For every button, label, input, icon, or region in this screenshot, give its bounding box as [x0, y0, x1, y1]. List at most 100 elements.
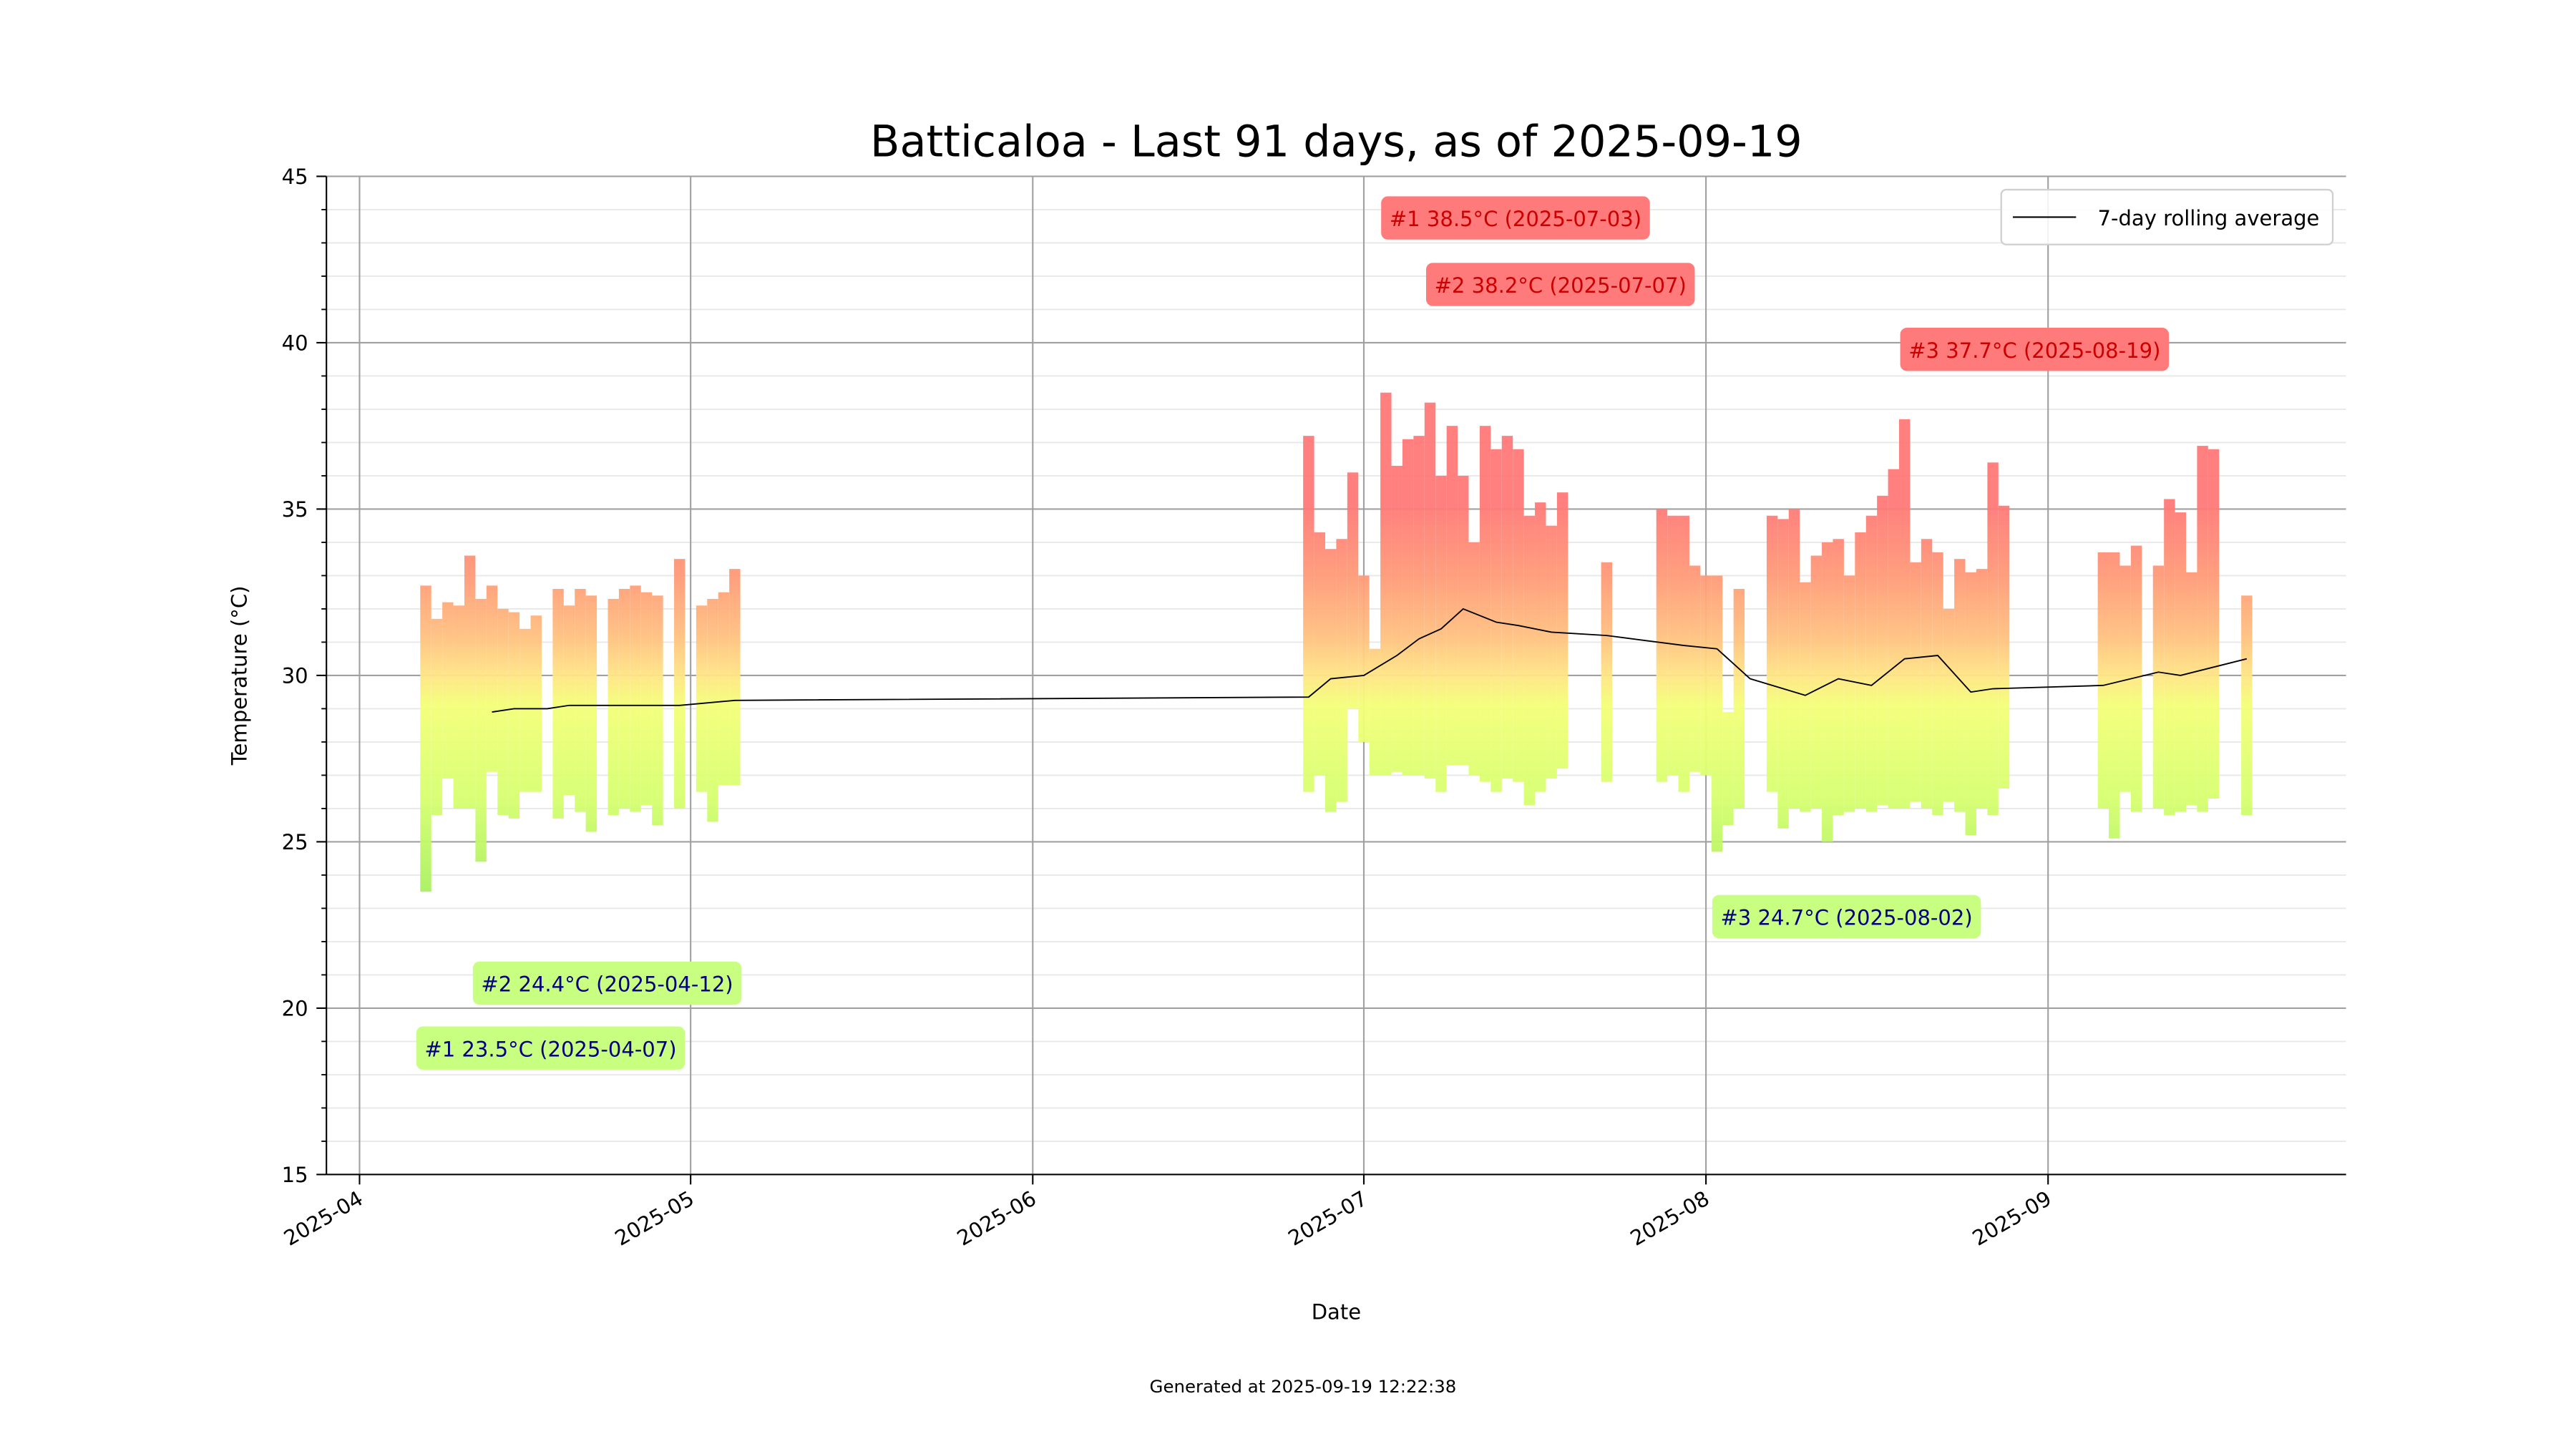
temp-range-bar [1766, 515, 1778, 792]
temp-range-bar [1501, 436, 1513, 779]
temp-range-bar [618, 589, 630, 809]
temp-range-bar [1391, 465, 1402, 772]
temp-range-bar [1833, 539, 1844, 816]
temp-range-bar [1523, 515, 1536, 806]
min-annotation-text: #3 24.7°C (2025-08-02) [1720, 906, 1972, 930]
temp-range-bar [1843, 575, 1855, 812]
temp-range-bar [1932, 552, 1943, 816]
min-annotation-box [472, 961, 742, 1005]
temp-range-bar [2109, 552, 2120, 839]
temp-range-bar [707, 598, 718, 822]
temp-range-bar [1380, 392, 1392, 776]
temp-range-bar [652, 595, 663, 826]
temp-range-bar [552, 589, 564, 819]
temp-range-bar [1965, 572, 1976, 836]
temp-range-bar [2130, 545, 2142, 812]
temp-range-bar [519, 628, 531, 792]
temp-range-bar [1800, 582, 1811, 812]
x-axis-label: Date [1312, 1300, 1361, 1324]
y-tick-label: 30 [282, 663, 308, 688]
min-annotation-box [1712, 894, 1981, 939]
temp-range-bar [1689, 565, 1701, 772]
temp-range-bar [674, 559, 686, 809]
rolling-average-line [492, 608, 2248, 713]
temp-range-bar [464, 555, 476, 809]
temp-range-bar [1777, 519, 1789, 829]
lines [492, 608, 2248, 713]
footer: Generated at 2025-09-19 12:22:38 [1150, 1376, 1457, 1397]
temp-range-bar [1601, 562, 1613, 782]
temp-range-bar [1358, 575, 1370, 742]
temp-range-bar [1998, 505, 2010, 789]
temp-range-bar [442, 602, 454, 779]
y-tick-label: 15 [282, 1163, 308, 1187]
temp-range-bar [1435, 475, 1447, 792]
temp-range-bar [1711, 575, 1723, 852]
temp-range-bar [1303, 436, 1314, 792]
temp-range-bar [729, 569, 741, 786]
temp-range-bar [1722, 712, 1734, 826]
temp-range-bar [1987, 462, 1999, 816]
temp-range-bar [1700, 575, 1712, 776]
temp-range-bar [1910, 562, 1921, 802]
temp-range-bar [630, 585, 641, 812]
temp-range-bar [1733, 589, 1745, 809]
temp-range-bar [1678, 515, 1689, 792]
min-annotation-box [416, 1026, 686, 1070]
temp-range-bar [1888, 469, 1900, 809]
min-annotation: #3 24.7°C (2025-08-02) [1712, 894, 1981, 939]
temp-range-bar [1976, 569, 1988, 809]
temp-range-bar [608, 598, 619, 816]
temp-range-bar [585, 595, 597, 832]
max-annotation: #3 37.7°C (2025-08-19) [1900, 328, 2170, 371]
temp-range-bar [1535, 502, 1546, 792]
temp-range-bar [1822, 542, 1833, 842]
temp-range-bar [1369, 648, 1381, 776]
temp-range-bar [1899, 419, 1911, 809]
temp-range-bar [1954, 559, 1966, 812]
max-annotation-text: #3 37.7°C (2025-08-19) [1908, 338, 2160, 363]
temp-range-bar [1513, 449, 1524, 782]
temp-range-bar [420, 585, 431, 892]
temp-range-bar [575, 589, 586, 812]
temp-range-bar [453, 605, 464, 809]
annotations: #1 38.5°C (2025-07-03) #2 38.2°C (2025-07… [416, 196, 2170, 1070]
temp-range-bar [2152, 565, 2165, 809]
bars [420, 392, 2253, 892]
max-annotation-text: #2 38.2°C (2025-07-07) [1435, 273, 1687, 298]
temp-range-bar [2097, 552, 2109, 809]
y-tick-label: 20 [282, 996, 308, 1020]
legend-label: 7-day rolling average [2098, 206, 2320, 230]
legend: 7-day rolling average [2000, 188, 2334, 245]
max-annotation: #2 38.2°C (2025-07-07) [1425, 263, 1695, 306]
temp-range-bar [1324, 549, 1337, 812]
temp-range-bar [1424, 402, 1436, 779]
temp-range-bar [1479, 426, 1491, 782]
temp-range-bar [2241, 595, 2253, 816]
temp-range-bar [1656, 509, 1668, 782]
chart-title: Batticaloa - Last 91 days, as of 2025-09… [870, 117, 1802, 167]
temp-range-bar [640, 592, 653, 806]
temp-range-bar [2164, 499, 2175, 816]
y-tick-label: 35 [282, 497, 308, 522]
temp-range-bar [1413, 436, 1425, 776]
y-tick-label: 25 [282, 830, 308, 854]
temp-range-bar [1667, 515, 1679, 776]
temp-range-bar [1491, 449, 1502, 792]
temp-range-bar [563, 605, 575, 796]
min-annotation-text: #1 23.5°C (2025-04-07) [424, 1037, 676, 1061]
legend-box [2000, 188, 2334, 245]
temp-range-bar [1446, 426, 1458, 766]
temp-range-bar [1921, 539, 1933, 809]
temp-range-bar [508, 612, 520, 819]
temp-range-bar [1556, 492, 1568, 769]
y-tick-label: 40 [282, 331, 308, 355]
max-annotation-text: #1 38.5°C (2025-07-03) [1390, 207, 1641, 231]
min-annotation: #1 23.5°C (2025-04-07) [416, 1026, 686, 1070]
temp-range-bar [1336, 539, 1347, 802]
temp-range-bar [1402, 439, 1414, 776]
temp-range-bar [1810, 555, 1823, 809]
temp-range-bar [1468, 542, 1480, 776]
